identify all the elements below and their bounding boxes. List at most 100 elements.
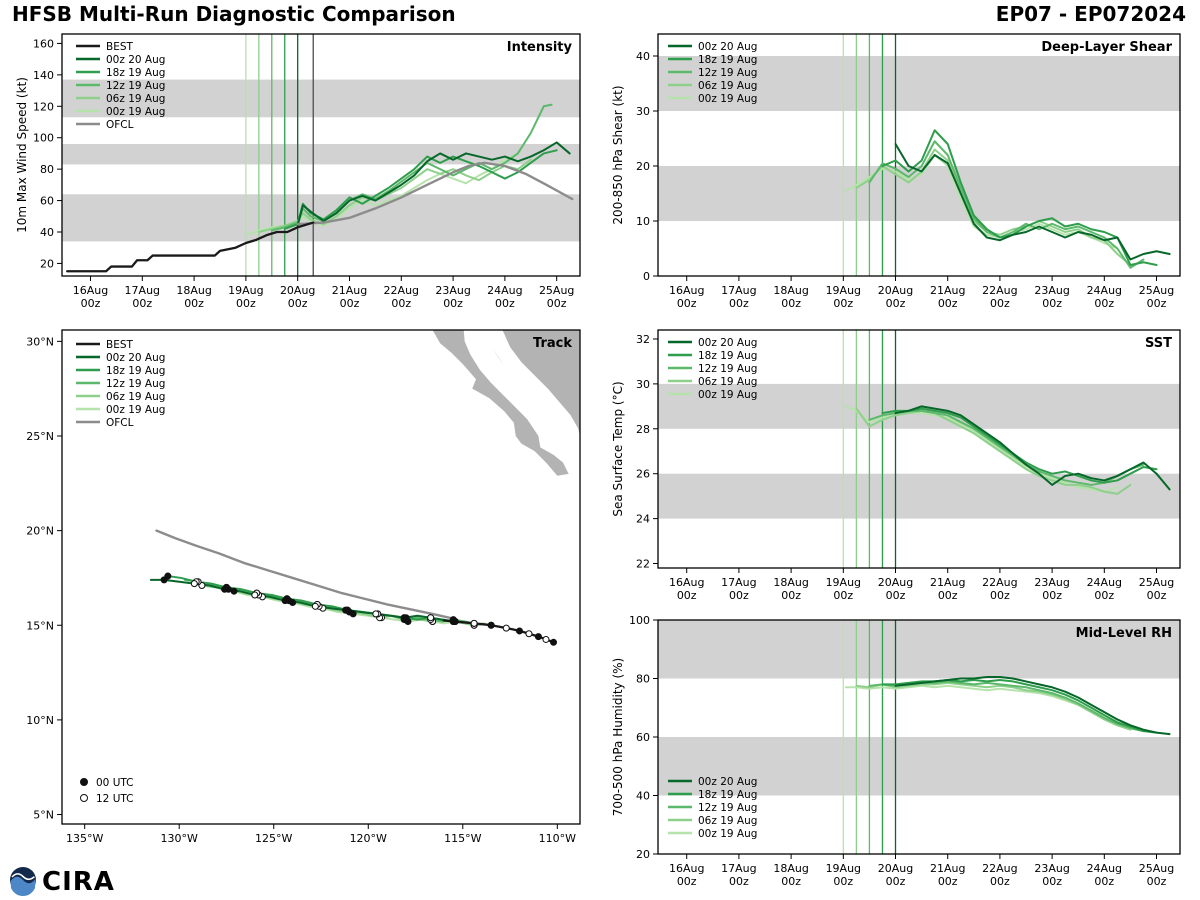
- svg-text:00z: 00z: [886, 297, 906, 310]
- svg-text:25°N: 25°N: [26, 430, 54, 443]
- svg-text:18Aug: 18Aug: [773, 576, 808, 589]
- svg-text:00z: 00z: [938, 297, 958, 310]
- svg-text:00z: 00z: [340, 297, 360, 310]
- svg-text:17Aug: 17Aug: [125, 284, 160, 297]
- svg-text:110°W: 110°W: [539, 832, 576, 845]
- svg-text:BEST: BEST: [106, 41, 134, 53]
- svg-text:12z 19 Aug: 12z 19 Aug: [698, 802, 757, 814]
- svg-text:19Aug: 19Aug: [826, 576, 861, 589]
- svg-text:140: 140: [33, 69, 54, 82]
- svg-text:24Aug: 24Aug: [487, 284, 522, 297]
- svg-text:00z: 00z: [833, 875, 853, 888]
- svg-text:12z 19 Aug: 12z 19 Aug: [698, 67, 757, 79]
- svg-text:00z: 00z: [184, 297, 204, 310]
- svg-text:26: 26: [636, 468, 650, 481]
- svg-text:Sea Surface Temp (°C): Sea Surface Temp (°C): [611, 381, 625, 516]
- svg-text:135°W: 135°W: [66, 832, 103, 845]
- svg-text:125°W: 125°W: [255, 832, 292, 845]
- svg-text:00z: 00z: [391, 297, 411, 310]
- svg-text:00z: 00z: [677, 589, 697, 602]
- svg-text:24: 24: [636, 513, 650, 526]
- svg-text:18Aug: 18Aug: [773, 284, 808, 297]
- svg-text:25Aug: 25Aug: [1139, 862, 1174, 875]
- svg-text:00z: 00z: [443, 297, 463, 310]
- track-panel: 135°W 130°W 125°W 120°W 115°W 110°W 5°N 10°N 15°…: [6, 324, 594, 874]
- svg-text:BEST: BEST: [106, 339, 134, 351]
- svg-text:00z 19 Aug: 00z 19 Aug: [698, 828, 757, 840]
- svg-text:20: 20: [636, 848, 650, 861]
- svg-text:SST: SST: [1145, 336, 1172, 351]
- svg-text:15°N: 15°N: [26, 619, 54, 632]
- svg-text:100: 100: [629, 614, 650, 627]
- svg-text:00z: 00z: [1147, 589, 1167, 602]
- svg-text:00z 20 Aug: 00z 20 Aug: [698, 337, 757, 349]
- svg-text:00z: 00z: [938, 589, 958, 602]
- svg-text:25Aug: 25Aug: [1139, 284, 1174, 297]
- storm-id: EP07 - EP072024: [995, 2, 1186, 26]
- svg-text:18z 19 Aug: 18z 19 Aug: [698, 789, 757, 801]
- svg-text:20: 20: [40, 257, 54, 270]
- intensity-chart: 16Aug00z17Aug00z18Aug00z19Aug00z20Aug00z…: [15, 33, 581, 310]
- svg-text:OFCL: OFCL: [106, 417, 134, 429]
- svg-text:00z: 00z: [1042, 589, 1062, 602]
- svg-text:32: 32: [636, 333, 650, 346]
- svg-text:00z: 00z: [833, 589, 853, 602]
- svg-text:Track: Track: [533, 336, 572, 351]
- svg-text:00z: 00z: [781, 875, 801, 888]
- svg-text:16Aug: 16Aug: [73, 284, 108, 297]
- svg-text:06z 19 Aug: 06z 19 Aug: [106, 93, 165, 105]
- svg-text:00z: 00z: [1042, 297, 1062, 310]
- svg-text:18z 19 Aug: 18z 19 Aug: [106, 365, 165, 377]
- svg-text:00z: 00z: [1094, 875, 1114, 888]
- svg-text:00z: 00z: [677, 875, 697, 888]
- svg-text:06z 19 Aug: 06z 19 Aug: [698, 80, 757, 92]
- svg-text:16Aug: 16Aug: [669, 576, 704, 589]
- svg-text:120: 120: [33, 100, 54, 113]
- svg-text:00z: 00z: [781, 589, 801, 602]
- svg-text:00z: 00z: [729, 589, 749, 602]
- svg-text:21Aug: 21Aug: [332, 284, 367, 297]
- svg-text:06z 19 Aug: 06z 19 Aug: [698, 815, 757, 827]
- svg-text:00z: 00z: [729, 297, 749, 310]
- svg-text:12z 19 Aug: 12z 19 Aug: [106, 80, 165, 92]
- sst-panel: 16Aug 00z 17Aug 00z 18Aug 00z 19Aug 00z 20Aug 00z…: [608, 322, 1194, 616]
- svg-text:21Aug: 21Aug: [930, 576, 965, 589]
- svg-text:00 UTC: 00 UTC: [96, 777, 134, 789]
- svg-text:22Aug: 22Aug: [982, 284, 1017, 297]
- svg-text:30: 30: [636, 378, 650, 391]
- svg-text:24Aug: 24Aug: [1087, 862, 1122, 875]
- svg-text:12z 19 Aug: 12z 19 Aug: [106, 378, 165, 390]
- svg-text:20Aug: 20Aug: [878, 284, 913, 297]
- svg-text:100: 100: [33, 132, 54, 145]
- svg-text:5°N: 5°N: [33, 809, 54, 822]
- svg-text:18z 19 Aug: 18z 19 Aug: [698, 350, 757, 362]
- svg-text:20Aug: 20Aug: [878, 862, 913, 875]
- svg-text:22Aug: 22Aug: [982, 862, 1017, 875]
- svg-text:28: 28: [636, 423, 650, 436]
- svg-text:115°W: 115°W: [444, 832, 481, 845]
- svg-text:00z 20 Aug: 00z 20 Aug: [106, 54, 165, 66]
- svg-text:00z: 00z: [81, 297, 101, 310]
- svg-text:16Aug: 16Aug: [669, 284, 704, 297]
- svg-text:Deep-Layer Shear: Deep-Layer Shear: [1041, 40, 1172, 55]
- svg-text:00z: 00z: [495, 297, 515, 310]
- svg-text:80: 80: [40, 163, 54, 176]
- svg-text:00z: 00z: [677, 297, 697, 310]
- svg-text:18Aug: 18Aug: [773, 862, 808, 875]
- rh-panel: 16Aug 00z 17Aug 00z 18Aug 00z 19Aug 00z 20Aug 00z…: [608, 612, 1194, 900]
- svg-text:21Aug: 21Aug: [930, 862, 965, 875]
- svg-text:20Aug: 20Aug: [878, 576, 913, 589]
- svg-text:00z: 00z: [833, 297, 853, 310]
- svg-text:18z 19 Aug: 18z 19 Aug: [106, 67, 165, 79]
- sst-chart: 16Aug00z17Aug00z18Aug00z19Aug00z20Aug00z…: [611, 329, 1181, 602]
- noaa-logo-icon: [10, 867, 36, 896]
- svg-text:00z: 00z: [729, 875, 749, 888]
- svg-text:23Aug: 23Aug: [435, 284, 470, 297]
- svg-text:00z: 00z: [990, 589, 1010, 602]
- svg-text:00z: 00z: [990, 297, 1010, 310]
- svg-text:00z 20 Aug: 00z 20 Aug: [106, 352, 165, 364]
- svg-text:24Aug: 24Aug: [1087, 284, 1122, 297]
- svg-text:00z 19 Aug: 00z 19 Aug: [106, 106, 165, 118]
- svg-text:130°W: 130°W: [161, 832, 198, 845]
